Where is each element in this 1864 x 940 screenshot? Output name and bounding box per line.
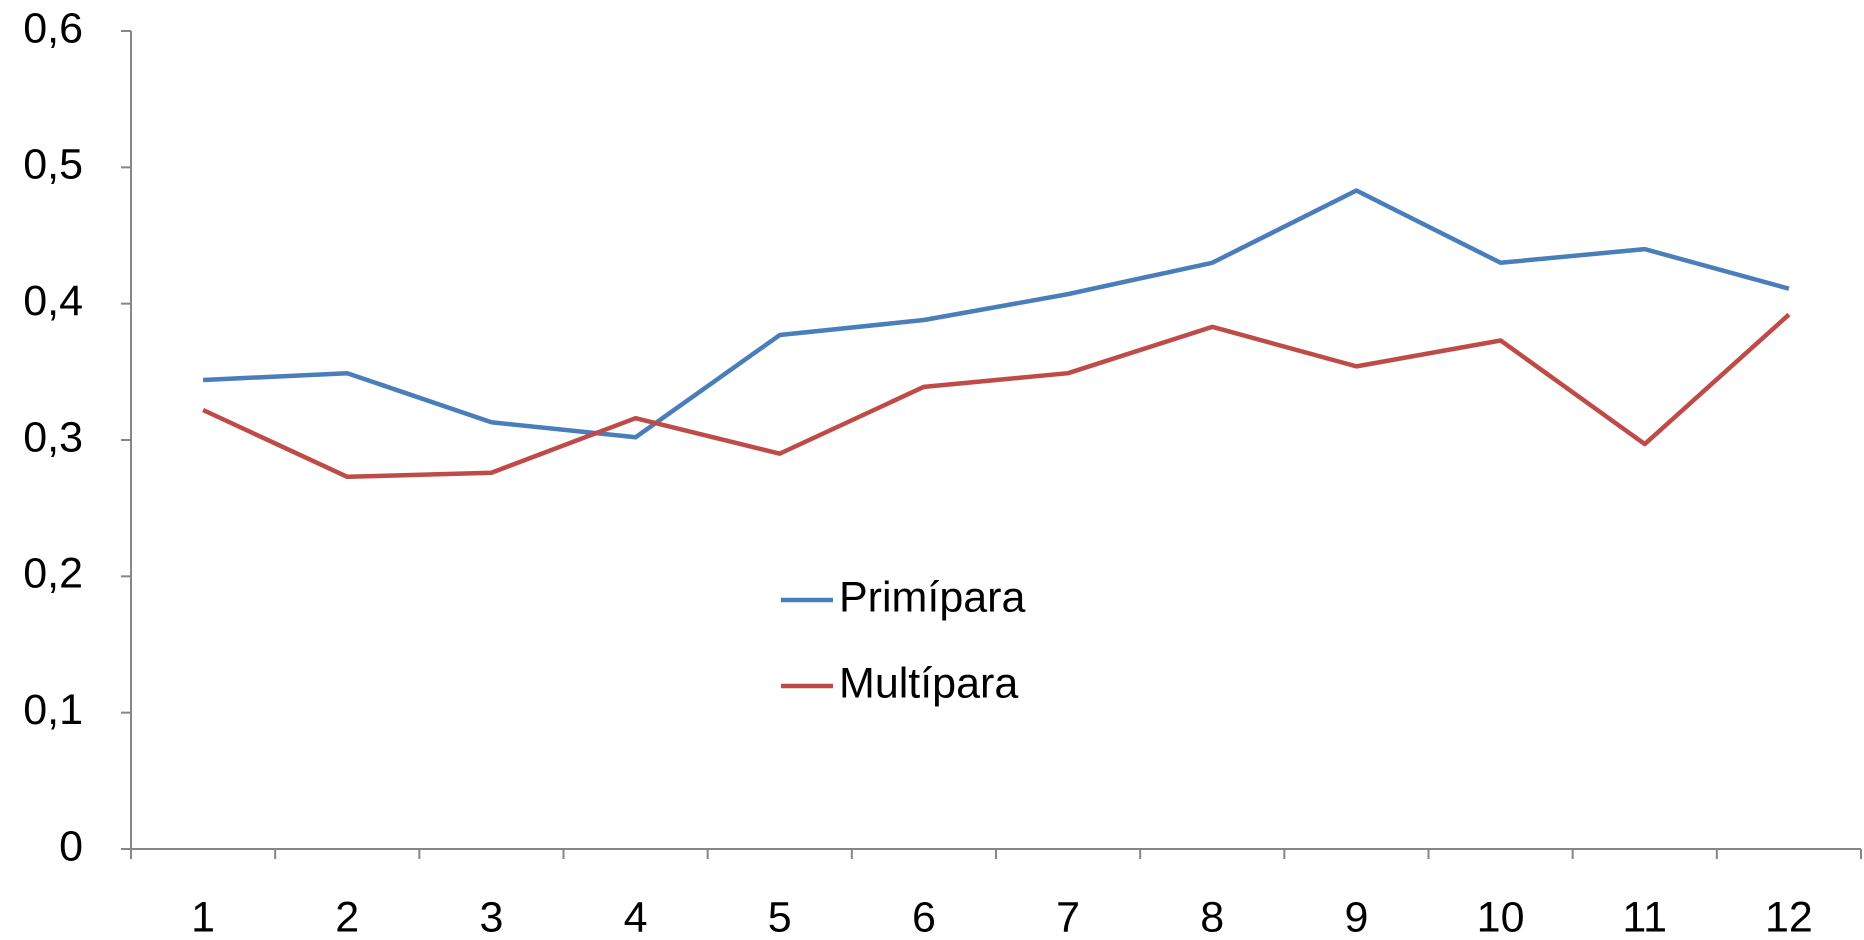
x-tick-label: 2: [335, 893, 359, 940]
x-tick-label: 1: [191, 893, 215, 940]
x-tick-label: 5: [768, 893, 792, 940]
y-tick-label: 0,2: [23, 550, 83, 598]
x-tick-label: 10: [1477, 893, 1525, 940]
x-tick-label: 11: [1622, 893, 1667, 940]
y-tick-label: 0,5: [23, 141, 83, 189]
y-tick-label: 0,3: [23, 413, 83, 461]
legend-label: Multípara: [839, 659, 1018, 707]
line-series: [202, 312, 1791, 480]
x-tick-label: 6: [912, 893, 936, 940]
y-tick-label: 0,4: [23, 277, 83, 325]
x-tick-label: 4: [624, 893, 648, 940]
y-tick-label: 0,6: [23, 4, 83, 52]
x-tick-label: 8: [1200, 893, 1224, 940]
x-tick-label: 3: [479, 893, 503, 940]
x-tick-label: 7: [1056, 893, 1080, 940]
line-series: [202, 188, 1790, 440]
y-tick-label: 0: [59, 822, 83, 870]
x-tick-label: 9: [1344, 893, 1368, 940]
y-tick-label: 0,1: [23, 686, 83, 734]
legend-label: Primípara: [839, 573, 1025, 621]
x-tick-label: 12: [1765, 893, 1813, 940]
